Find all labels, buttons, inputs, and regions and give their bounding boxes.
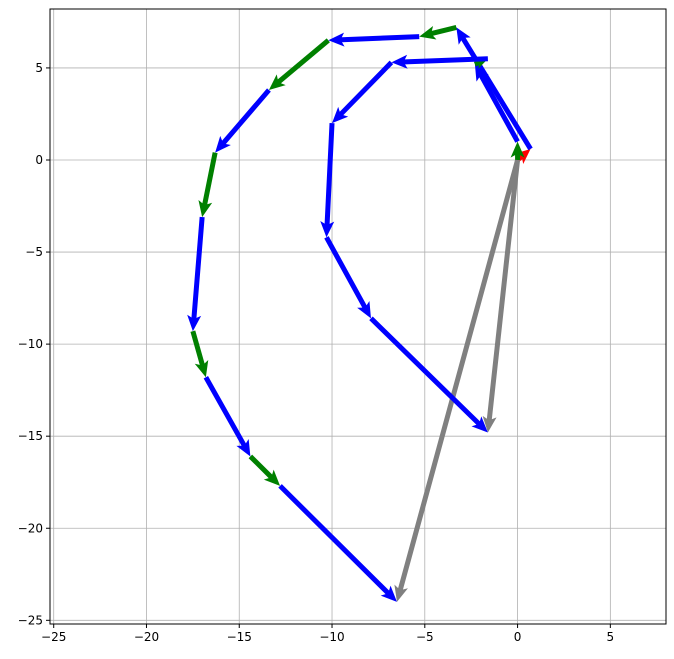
arrow-green [190, 330, 209, 378]
x-tick-label: −25 [41, 630, 66, 644]
arrow-blue [391, 54, 488, 69]
arrow-blue [324, 236, 371, 319]
arrow-blue [278, 484, 397, 602]
arrow-blue [456, 27, 533, 151]
arrow-blue [369, 316, 488, 433]
x-tick-label: 5 [607, 630, 615, 644]
arrow-blue [474, 64, 520, 143]
y-tick-label: −5 [25, 245, 43, 259]
arrow-green [510, 141, 525, 160]
y-tick-label: 5 [35, 61, 43, 75]
arrow-gray [394, 159, 520, 602]
arrow-green [419, 24, 457, 40]
arrow-blue [328, 32, 420, 47]
y-tick-label: −15 [18, 429, 43, 443]
y-tick-label: −25 [18, 613, 43, 627]
plot-frame [49, 8, 667, 625]
x-tick-label: −20 [134, 630, 159, 644]
arrow-blue [320, 123, 335, 238]
x-axis: −25 −20 −15 −10 −5 0 5 [41, 624, 614, 644]
x-tick-label: −15 [227, 630, 252, 644]
arrow-green [248, 454, 281, 486]
y-tick-label: −10 [18, 337, 43, 351]
arrows [187, 24, 533, 602]
arrow-blue [332, 60, 394, 124]
arrow-green [198, 152, 218, 218]
y-axis: −25 −20 −15 −10 −5 0 5 [18, 61, 50, 627]
arrow-blue [203, 376, 251, 457]
arrow-blue [215, 88, 271, 153]
grid [50, 9, 666, 624]
x-tick-label: 0 [514, 630, 522, 644]
y-tick-label: −20 [18, 521, 43, 535]
y-tick-label: 0 [35, 153, 43, 167]
x-tick-label: −10 [319, 630, 344, 644]
arrow-green [268, 38, 330, 91]
arrow-blue [187, 216, 205, 332]
x-tick-label: −5 [416, 630, 434, 644]
arrow-gray [482, 159, 521, 433]
